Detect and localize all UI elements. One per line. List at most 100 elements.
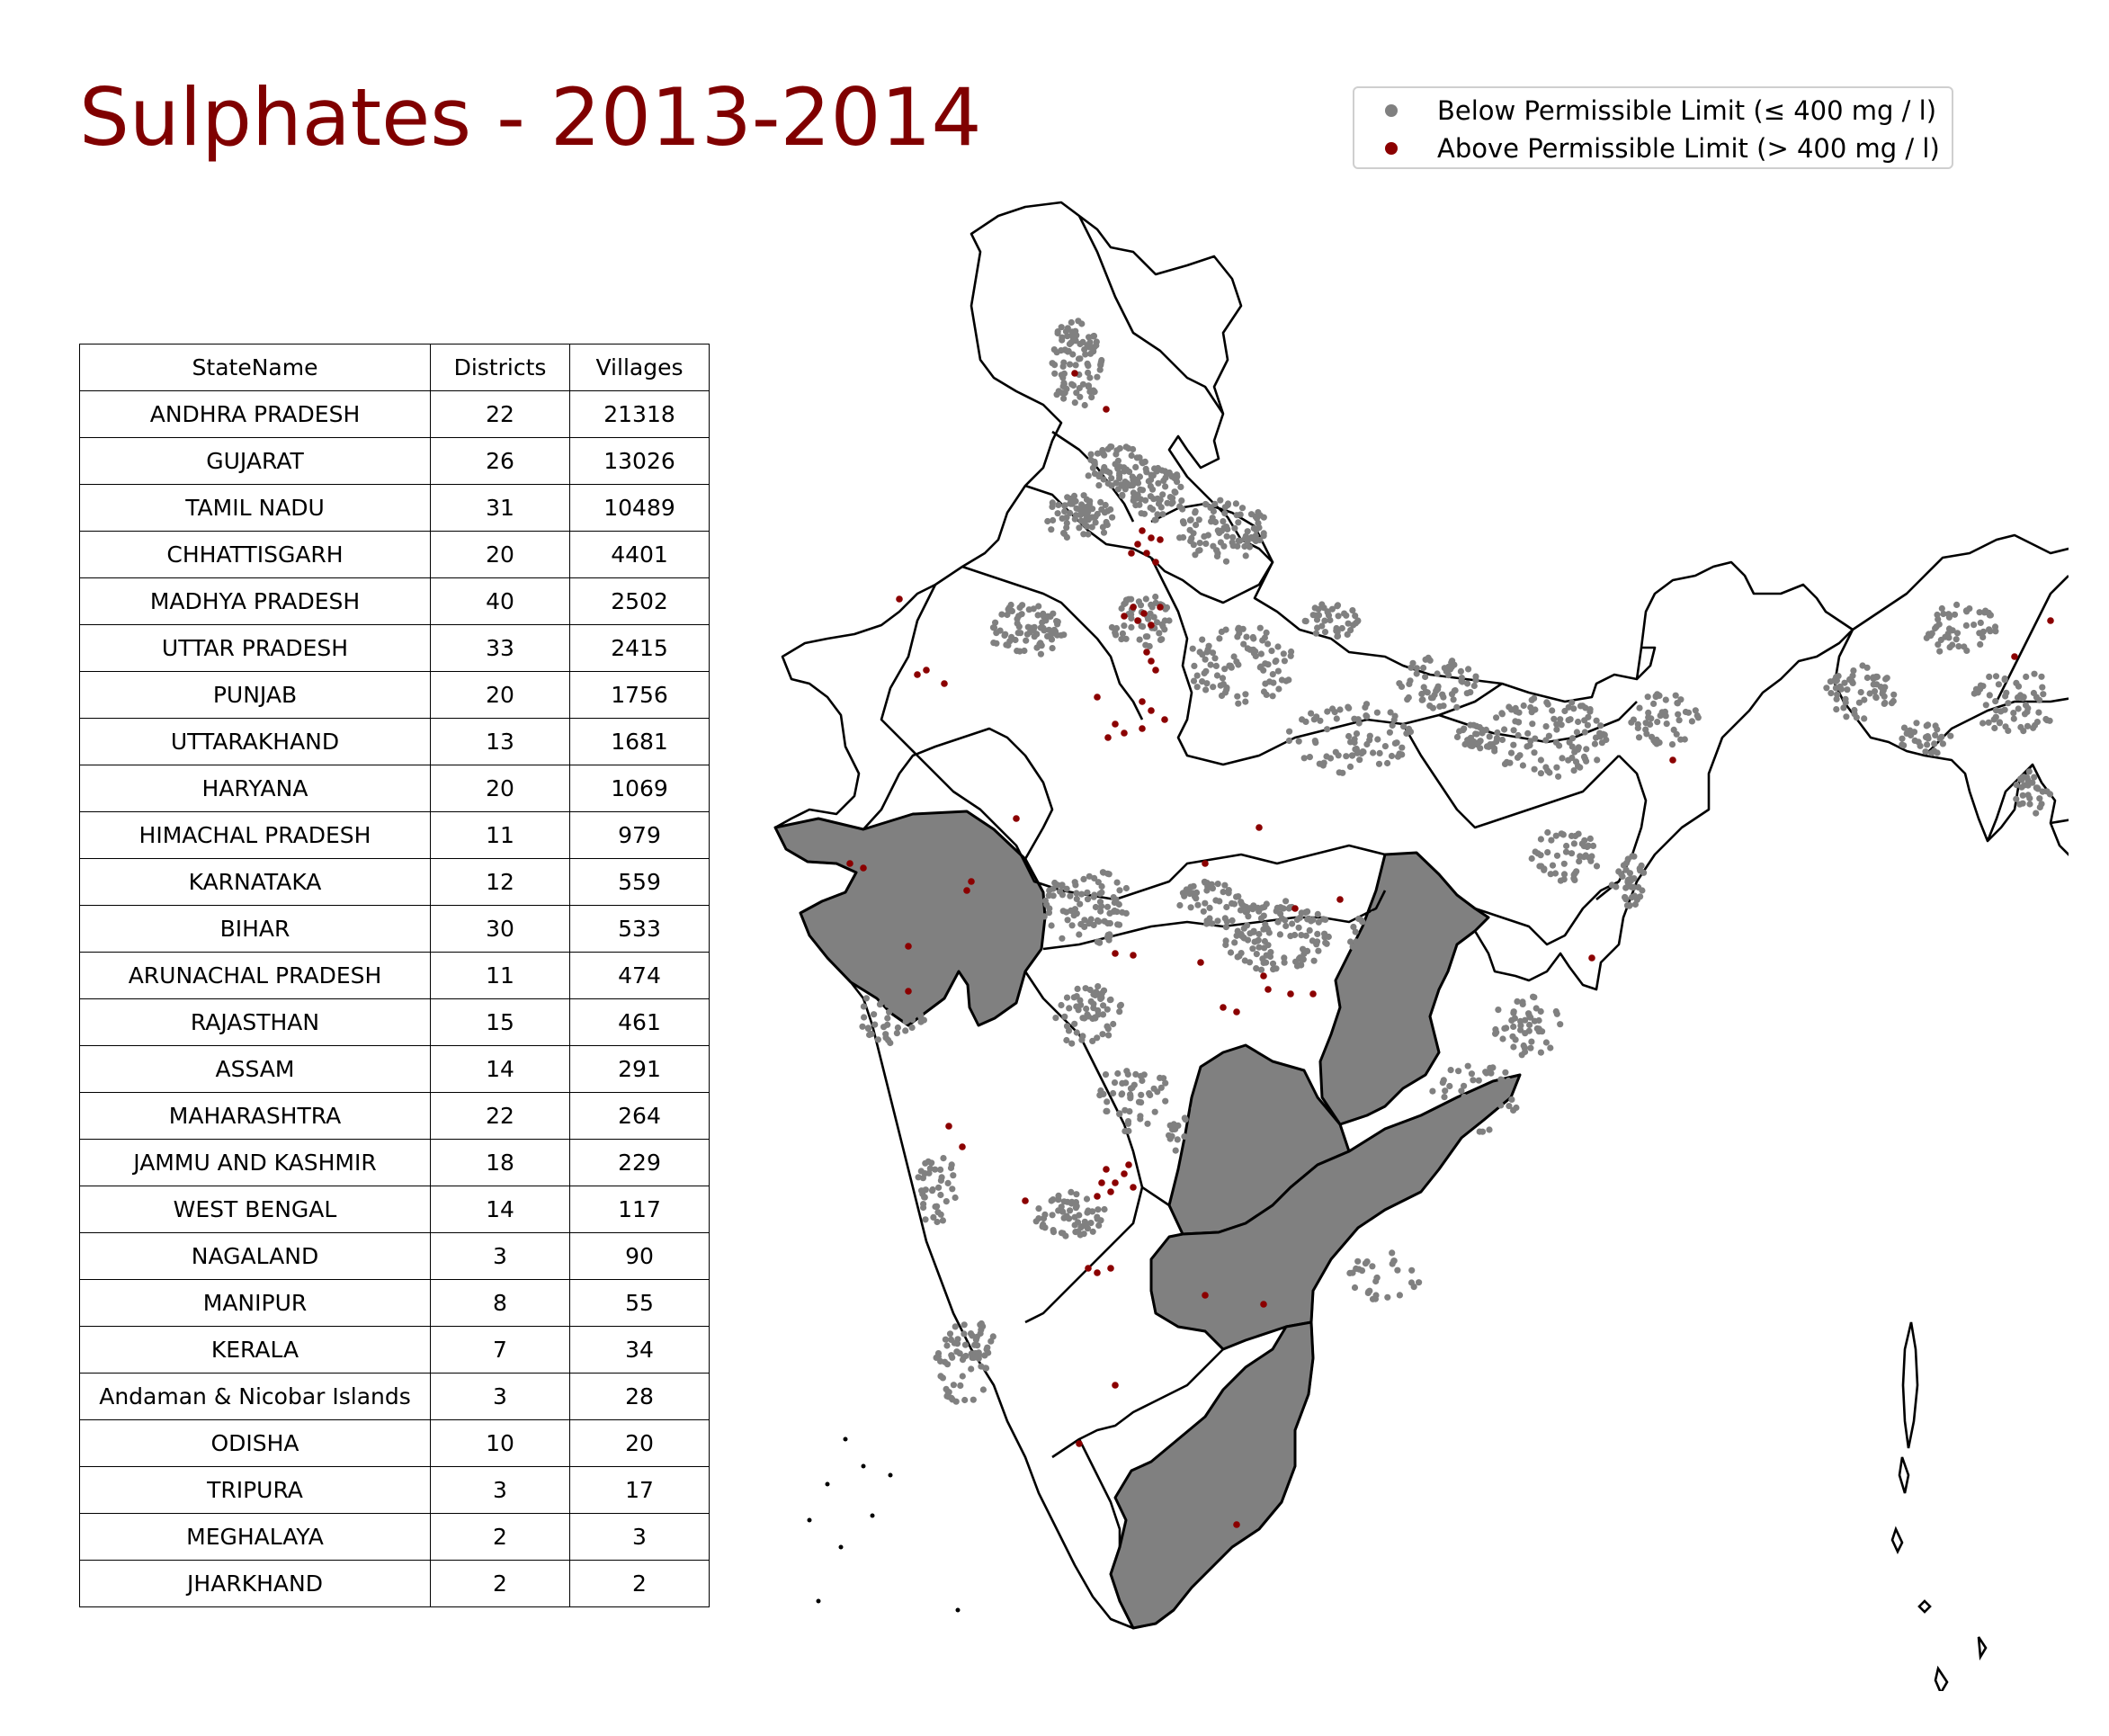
below-limit-point bbox=[1071, 399, 1078, 407]
below-limit-point bbox=[1537, 770, 1544, 777]
below-limit-point bbox=[1321, 930, 1328, 937]
below-limit-point bbox=[1163, 470, 1171, 478]
below-limit-point bbox=[1202, 686, 1210, 694]
below-limit-point bbox=[1559, 755, 1566, 762]
below-limit-point bbox=[1064, 325, 1071, 332]
below-limit-point bbox=[1575, 830, 1582, 837]
below-limit-point bbox=[1236, 1177, 1243, 1185]
below-limit-point bbox=[1230, 1212, 1238, 1219]
below-limit-point bbox=[898, 1010, 905, 1017]
below-limit-point bbox=[1681, 736, 1688, 743]
below-limit-point bbox=[1234, 693, 1241, 700]
below-limit-point bbox=[1087, 350, 1095, 357]
below-limit-point bbox=[1014, 648, 1021, 655]
below-limit-point bbox=[1524, 729, 1532, 738]
below-limit-point bbox=[1260, 530, 1267, 537]
below-limit-point bbox=[1688, 718, 1695, 725]
below-limit-point bbox=[1253, 526, 1260, 533]
below-limit-point bbox=[1157, 636, 1165, 643]
below-limit-point bbox=[1286, 904, 1293, 911]
below-limit-point bbox=[1387, 921, 1395, 928]
above-limit-point bbox=[1104, 734, 1112, 741]
below-limit-point bbox=[1520, 702, 1527, 710]
below-limit-point bbox=[1194, 1144, 1202, 1152]
below-limit-point bbox=[1517, 1022, 1524, 1029]
below-limit-point bbox=[1122, 1079, 1130, 1087]
below-limit-point bbox=[1673, 730, 1680, 738]
below-limit-point bbox=[1532, 848, 1539, 855]
below-limit-point bbox=[1229, 533, 1237, 541]
below-limit-point bbox=[1041, 913, 1048, 920]
below-limit-point bbox=[1073, 505, 1080, 512]
below-limit-point bbox=[1863, 674, 1871, 682]
below-limit-point bbox=[1345, 732, 1353, 740]
below-limit-point bbox=[1213, 547, 1220, 554]
below-limit-point bbox=[1037, 650, 1044, 658]
below-limit-point bbox=[1498, 736, 1506, 744]
boundary-maharashtra bbox=[1023, 971, 1144, 1324]
below-limit-point bbox=[1084, 889, 1091, 896]
below-limit-point bbox=[1137, 486, 1144, 493]
below-limit-point bbox=[1626, 901, 1633, 909]
below-limit-point bbox=[1071, 879, 1078, 886]
below-limit-point bbox=[1422, 688, 1429, 695]
below-limit-point bbox=[1407, 664, 1415, 671]
below-limit-point bbox=[1177, 483, 1184, 490]
state-name-cell: CHHATTISGARH bbox=[79, 531, 431, 578]
below-limit-point bbox=[1127, 1091, 1134, 1098]
below-limit-point bbox=[1135, 1098, 1143, 1105]
below-limit-point bbox=[1389, 721, 1396, 729]
below-limit-point bbox=[1483, 743, 1491, 750]
below-limit-point bbox=[1269, 960, 1277, 967]
below-limit-point bbox=[1832, 685, 1839, 692]
below-limit-point bbox=[970, 1396, 977, 1403]
below-limit-point bbox=[1571, 748, 1578, 756]
below-limit-point bbox=[1997, 708, 2005, 715]
districts-cell: 13 bbox=[430, 718, 570, 765]
below-limit-point bbox=[1586, 706, 1594, 713]
below-limit-point bbox=[1570, 705, 1577, 712]
below-limit-point bbox=[1373, 915, 1381, 922]
below-limit-point bbox=[1549, 707, 1556, 714]
below-limit-point bbox=[1187, 516, 1194, 523]
below-limit-point bbox=[2001, 676, 2008, 684]
below-limit-point bbox=[1190, 677, 1198, 685]
below-limit-point bbox=[1389, 1249, 1396, 1257]
below-limit-point bbox=[1586, 835, 1594, 843]
below-limit-point bbox=[1273, 658, 1280, 665]
below-limit-point bbox=[1955, 643, 1962, 650]
below-limit-point bbox=[1098, 506, 1105, 513]
below-limit-point bbox=[937, 1177, 944, 1184]
below-limit-point bbox=[1176, 901, 1184, 909]
below-limit-point bbox=[990, 624, 998, 631]
below-limit-point bbox=[1059, 374, 1067, 381]
state-name-cell: NAGALAND bbox=[79, 1232, 431, 1280]
below-limit-point bbox=[864, 842, 871, 850]
below-limit-point bbox=[1095, 917, 1103, 926]
state-table: StateName Districts Villages ANDHRA PRAD… bbox=[79, 344, 710, 1607]
table-row: RAJASTHAN 15 461 bbox=[79, 998, 710, 1046]
below-limit-point bbox=[1023, 637, 1030, 644]
below-limit-point bbox=[1318, 601, 1326, 608]
below-limit-point bbox=[1390, 716, 1398, 724]
below-limit-point bbox=[1441, 1094, 1448, 1101]
below-limit-point bbox=[957, 1382, 964, 1389]
below-limit-point bbox=[886, 1008, 893, 1016]
below-limit-point bbox=[1388, 752, 1396, 760]
lakshadweep-island bbox=[816, 1598, 821, 1604]
below-limit-point bbox=[920, 1201, 927, 1208]
below-limit-point bbox=[1624, 855, 1631, 863]
below-limit-point bbox=[1519, 1000, 1526, 1007]
below-limit-point bbox=[1204, 1132, 1211, 1140]
below-limit-point bbox=[1944, 631, 1952, 638]
below-limit-point bbox=[1126, 1108, 1133, 1115]
below-limit-point bbox=[1631, 900, 1639, 908]
below-limit-point bbox=[1206, 1155, 1213, 1162]
villages-cell: 979 bbox=[569, 811, 710, 859]
below-limit-point bbox=[1404, 696, 1411, 703]
below-limit-point bbox=[2030, 689, 2037, 697]
below-limit-point bbox=[1113, 908, 1121, 916]
below-limit-point bbox=[1275, 685, 1282, 693]
villages-cell: 17 bbox=[569, 1466, 710, 1514]
below-limit-point bbox=[1514, 754, 1522, 761]
